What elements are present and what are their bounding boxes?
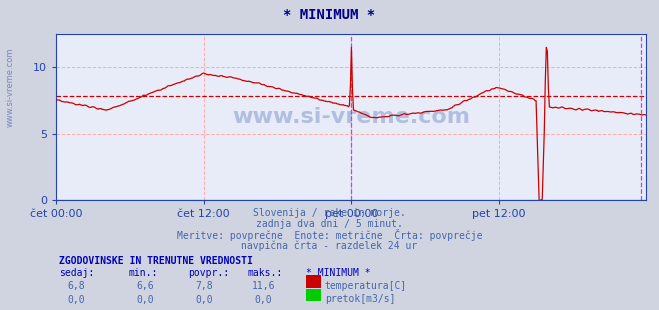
Text: 0,0: 0,0 [255,294,272,304]
Text: www.si-vreme.com: www.si-vreme.com [232,107,470,127]
Text: 11,6: 11,6 [252,281,275,290]
Text: Meritve: povprečne  Enote: metrične  Črta: povprečje: Meritve: povprečne Enote: metrične Črta:… [177,229,482,241]
Text: * MINIMUM *: * MINIMUM * [283,8,376,22]
Text: 0,0: 0,0 [196,294,213,304]
Text: navpična črta - razdelek 24 ur: navpična črta - razdelek 24 ur [241,240,418,251]
Text: 0,0: 0,0 [136,294,154,304]
Text: 7,8: 7,8 [196,281,213,290]
Text: min.:: min.: [129,268,158,278]
Text: sedaj:: sedaj: [59,268,94,278]
Text: maks.:: maks.: [247,268,282,278]
Text: povpr.:: povpr.: [188,268,229,278]
Text: 6,6: 6,6 [136,281,154,290]
Text: ZGODOVINSKE IN TRENUTNE VREDNOSTI: ZGODOVINSKE IN TRENUTNE VREDNOSTI [59,256,253,266]
Text: Slovenija / reke in morje.: Slovenija / reke in morje. [253,208,406,218]
Text: temperatura[C]: temperatura[C] [325,281,407,290]
Text: 6,8: 6,8 [67,281,84,290]
Text: zadnja dva dni / 5 minut.: zadnja dva dni / 5 minut. [256,219,403,228]
Text: www.si-vreme.com: www.si-vreme.com [5,47,14,126]
Text: pretok[m3/s]: pretok[m3/s] [325,294,395,304]
Text: 0,0: 0,0 [67,294,84,304]
Text: * MINIMUM *: * MINIMUM * [306,268,371,278]
